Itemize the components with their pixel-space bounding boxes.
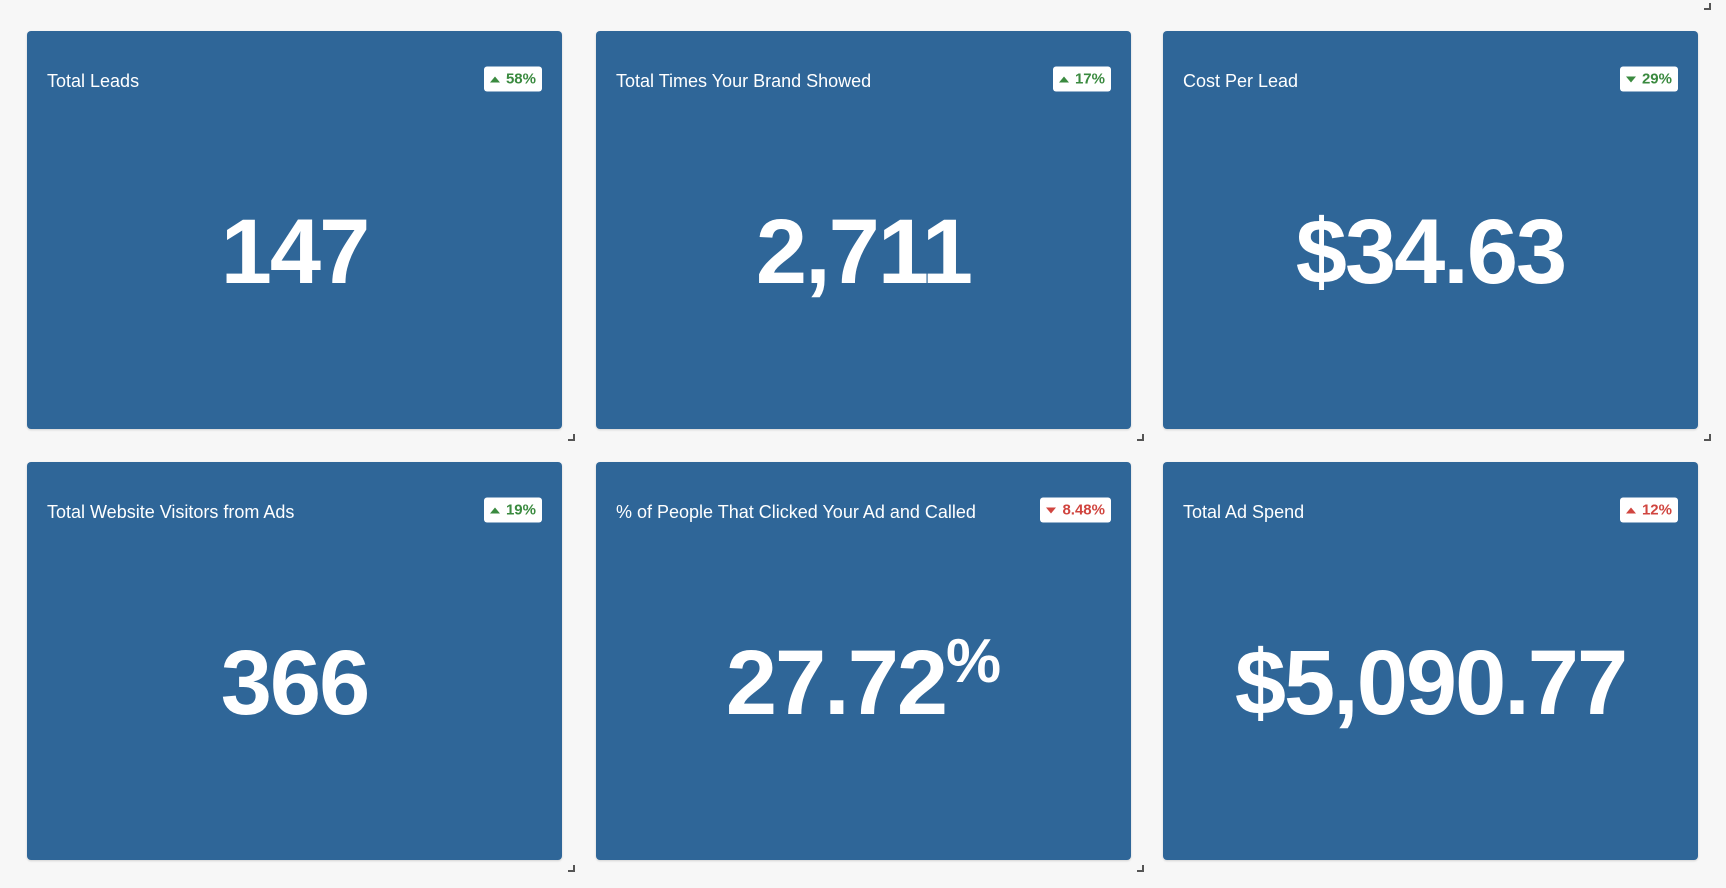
change-badge: 8.48% <box>1040 497 1111 523</box>
kpi-card-website-visitors[interactable]: Total Website Visitors from Ads 19% 366 <box>27 462 562 860</box>
card-title: Total Website Visitors from Ads <box>47 502 295 522</box>
kpi-value: 2,711 <box>596 200 1131 298</box>
caret-up-icon <box>1058 76 1069 82</box>
caret-down-icon <box>1625 76 1636 82</box>
kpi-value: 366 <box>27 631 562 729</box>
value-number: 2,711 <box>755 201 973 303</box>
change-badge: 17% <box>1052 66 1111 92</box>
value-number: 27.72 <box>725 632 948 734</box>
change-badge: 29% <box>1619 66 1678 92</box>
value-suffix: % <box>946 627 1002 696</box>
kpi-value: $34.63 <box>1163 200 1698 298</box>
card-title: % of People That Clicked Your Ad and Cal… <box>616 502 976 522</box>
change-value: 29% <box>1641 70 1672 88</box>
resize-handle-icon[interactable] <box>1704 434 1711 441</box>
change-badge: 19% <box>483 497 542 523</box>
change-value: 12% <box>1641 501 1672 519</box>
resize-handle-icon[interactable] <box>1704 3 1711 10</box>
caret-up-icon <box>489 507 500 513</box>
kpi-card-total-leads[interactable]: Total Leads 58% 147 <box>27 31 562 429</box>
kpi-card-cost-per-lead[interactable]: Cost Per Lead 29% $34.63 <box>1163 31 1698 429</box>
kpi-value: 147 <box>27 200 562 298</box>
resize-handle-icon[interactable] <box>1137 865 1144 872</box>
change-value: 58% <box>505 70 536 88</box>
caret-up-icon <box>489 76 500 82</box>
change-badge: 12% <box>1619 497 1678 523</box>
card-title: Total Times Your Brand Showed <box>616 71 872 91</box>
change-value: 19% <box>505 501 536 519</box>
change-value: 17% <box>1074 70 1105 88</box>
kpi-value: $5,090.77 <box>1163 631 1698 729</box>
resize-handle-icon[interactable] <box>568 865 575 872</box>
kpi-card-click-to-call[interactable]: % of People That Clicked Your Ad and Cal… <box>596 462 1131 860</box>
resize-handle-icon[interactable] <box>1137 434 1144 441</box>
value-number: $34.63 <box>1295 201 1567 303</box>
value-number: $5,090.77 <box>1234 632 1628 734</box>
change-value: 8.48% <box>1062 501 1105 519</box>
value-number: 366 <box>220 632 370 734</box>
card-title: Cost Per Lead <box>1183 71 1299 91</box>
card-title: Total Leads <box>47 71 140 91</box>
card-title: Total Ad Spend <box>1183 502 1305 522</box>
resize-handle-icon[interactable] <box>568 434 575 441</box>
caret-down-icon <box>1046 507 1057 513</box>
change-badge: 58% <box>483 66 542 92</box>
kpi-card-brand-showed[interactable]: Total Times Your Brand Showed 17% 2,711 <box>596 31 1131 429</box>
value-number: 147 <box>220 201 370 303</box>
caret-up-icon <box>1625 507 1636 513</box>
kpi-value: 27.72% <box>596 631 1131 730</box>
kpi-card-total-ad-spend[interactable]: Total Ad Spend 12% $5,090.77 <box>1163 462 1698 860</box>
